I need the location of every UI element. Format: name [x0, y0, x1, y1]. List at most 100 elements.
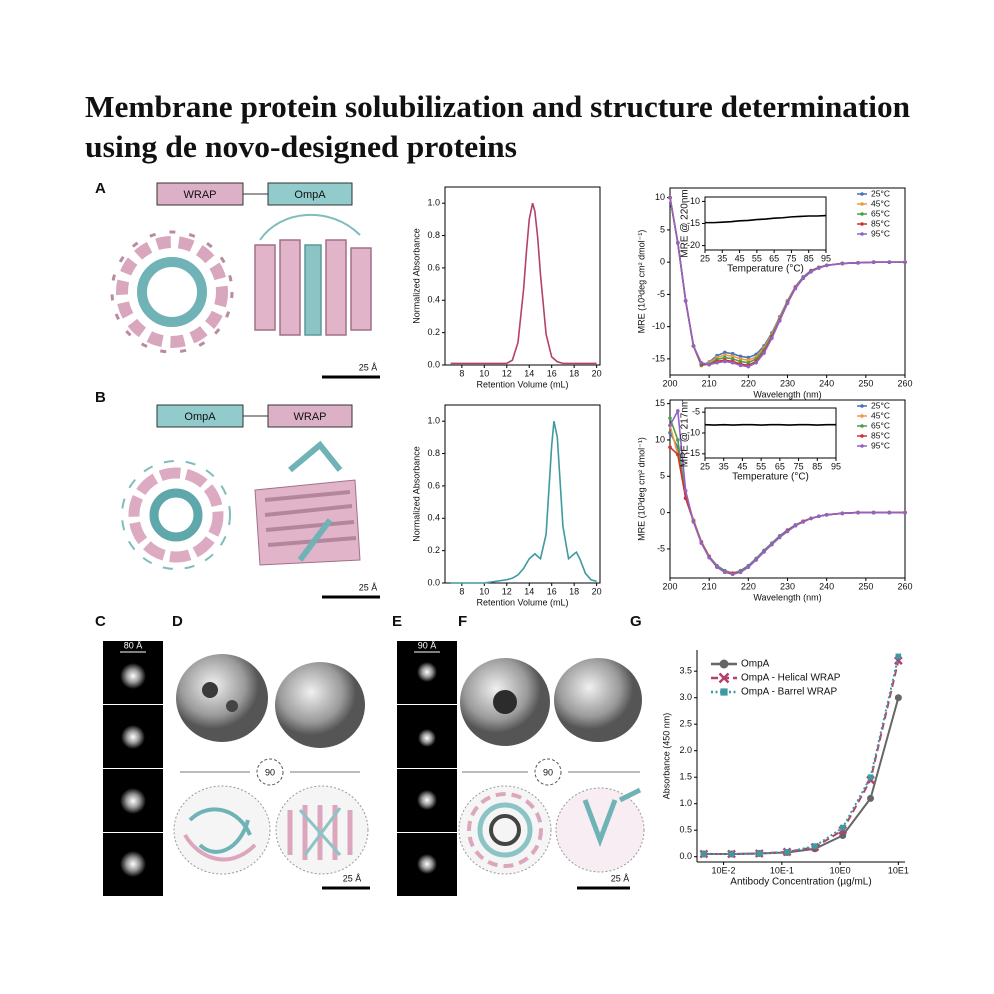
data-point: [793, 523, 798, 528]
x-tick-label: 16: [547, 586, 557, 596]
y-tick-label: 0.4: [427, 295, 440, 305]
data-point: [801, 276, 805, 281]
y-tick-label: -5: [657, 289, 665, 299]
x-tick-label: 65: [775, 461, 785, 471]
data-point: [715, 360, 719, 365]
data-point: [756, 850, 763, 857]
x-tick-label: 12: [502, 368, 512, 378]
data-point: [676, 409, 680, 413]
plot-frame: [444, 186, 601, 366]
data-point: [728, 851, 735, 857]
data-point: [699, 541, 704, 545]
construct-label: WRAP: [294, 411, 327, 423]
y-tick-label: -15: [652, 353, 665, 363]
y-tick-label: 2.5: [679, 719, 692, 729]
data-point: [707, 362, 711, 367]
x-tick-label: 35: [717, 253, 727, 263]
data-point: [718, 672, 730, 684]
data-point: [903, 510, 907, 515]
y-axis-label: Normalized Absorbance: [411, 446, 421, 542]
y-tick-label: 3.5: [679, 666, 692, 676]
x-tick-label: 16: [547, 368, 557, 378]
data-point: [699, 360, 704, 365]
data-line: [703, 660, 900, 856]
data-point: [817, 514, 821, 519]
data-point: [860, 222, 864, 226]
x-tick-label: 95: [831, 461, 841, 471]
x-tick-label: 200: [662, 581, 677, 591]
title-line: Membrane protein solubilization and stru…: [85, 89, 910, 124]
panel-label: E: [392, 613, 402, 630]
data-point: [746, 565, 751, 569]
x-tick-label: 75: [786, 253, 796, 263]
legend-label: 85°C: [871, 218, 890, 228]
x-tick-label: 65: [769, 253, 779, 263]
data-point: [860, 192, 864, 196]
panel-label: C: [95, 613, 106, 630]
legend-label: 85°C: [871, 430, 890, 440]
data-point: [770, 542, 774, 547]
x-tick-label: 250: [858, 581, 873, 591]
data-point: [723, 570, 727, 574]
data-point: [668, 195, 672, 200]
y-tick-label: 5: [660, 224, 665, 234]
data-point: [887, 510, 892, 515]
x-tick-label: 18: [569, 368, 579, 378]
data-point: [707, 555, 711, 560]
y-tick-label: 10: [655, 434, 665, 444]
y-axis-label: MRE @ 217nm: [680, 399, 691, 468]
legend-label: 95°C: [871, 228, 890, 238]
data-point: [723, 350, 727, 355]
x-tick-label: 10: [479, 586, 489, 596]
x-tick-label: 240: [819, 378, 834, 388]
x-tick-label: 8: [459, 586, 464, 596]
y-axis-label: Absorbance (450 nm): [661, 713, 671, 800]
chart: 8 10 12 14 16 18 20 0.0 0.2 0.4 0.6 0.8 1.0 Retention…: [411, 404, 602, 607]
scale-bar-label: 25 Å: [359, 362, 378, 372]
x-tick-label: 45: [735, 253, 745, 263]
rotation-label: 90: [543, 767, 553, 777]
construct-diagram: WRAP OmpA OmpA WRAP: [156, 182, 353, 428]
y-tick-label: 0.6: [427, 262, 440, 272]
data-line: [705, 214, 827, 224]
construct-label: OmpA: [294, 189, 326, 201]
data-point: [730, 357, 735, 361]
plot-frame: [444, 404, 601, 584]
data-point: [903, 260, 907, 264]
title-line: using de novo-designed proteins: [85, 129, 517, 164]
y-tick-label: 0.8: [427, 230, 440, 240]
data-point: [738, 570, 743, 574]
data-point: [668, 445, 672, 450]
box-size-label: 80 Å: [124, 640, 143, 650]
x-tick-label: 25: [700, 461, 710, 471]
class-averages: 80 Å 90 Å: [103, 640, 457, 896]
y-tick-label: 3.0: [679, 692, 692, 702]
data-point: [839, 824, 846, 831]
em-map: 90 25 Å 90 25 Å: [173, 654, 645, 890]
data-point: [701, 851, 707, 857]
data-point: [860, 424, 864, 428]
y-tick-label: 0.0: [427, 359, 440, 369]
x-tick-label: 12: [502, 586, 512, 596]
legend-label: 45°C: [871, 410, 890, 420]
y-tick-label: 0.0: [679, 851, 692, 861]
data-point: [894, 694, 902, 702]
construct-label: OmpA: [184, 411, 216, 423]
x-tick-label: 210: [702, 581, 717, 591]
chart: 25 35 45 55 65 75 85 95 -15 -10 -5 Temperature (°C)…: [680, 399, 841, 483]
data-point: [676, 241, 680, 245]
legend-label: OmpA - Helical WRAP: [741, 673, 841, 684]
y-tick-label: 0.8: [427, 448, 440, 458]
data-line: [450, 421, 597, 584]
y-tick-label: -10: [687, 196, 700, 206]
panel-label: D: [172, 613, 183, 630]
x-tick-label: 10E0: [830, 865, 851, 875]
data-point: [860, 434, 864, 438]
data-point: [723, 353, 727, 357]
data-point: [719, 659, 729, 669]
data-point: [785, 301, 790, 306]
y-tick-label: -10: [687, 427, 700, 437]
data-point: [867, 774, 874, 780]
y-tick-label: -20: [687, 240, 700, 250]
